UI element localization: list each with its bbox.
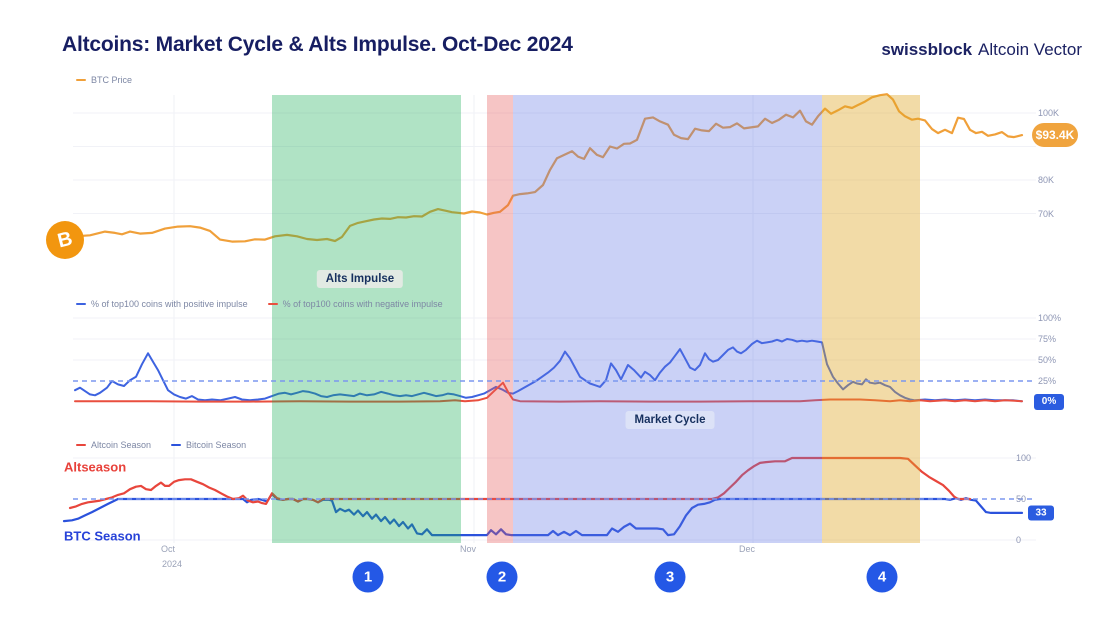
brand-logo: swissblock Altcoin Vector [881, 40, 1082, 60]
brand-logo-rest: Altcoin Vector [978, 40, 1082, 59]
y-tick-impulse-100%: 100% [1038, 313, 1062, 323]
altseason-label: Altseason [64, 459, 127, 475]
y-tick-impulse-25%: 25% [1038, 376, 1057, 386]
legend-dash-btc [76, 78, 86, 82]
y-tick-season-50: 50 [1016, 494, 1027, 504]
legend-label-negative-impulse: % of top100 coins with negative impulse [282, 299, 443, 309]
band-label-alts-impulse: Alts Impulse [316, 270, 404, 288]
y-tick-btc-80K: 80K [1038, 175, 1055, 185]
legend-label-altcoin-season: Altcoin Season [91, 440, 152, 450]
y-tick-btc-70K: 70K [1038, 208, 1055, 219]
bitcoin-icon: B [46, 221, 84, 259]
bitcoin-glyph: B [55, 227, 75, 252]
legend-dash-negative-impulse [267, 302, 278, 306]
x-tick-oct: Oct [160, 544, 176, 554]
phase-marker-2: 2 [486, 561, 518, 593]
end-badge-season: 33 [1028, 505, 1054, 521]
legend-dash-positive-impulse [76, 302, 86, 306]
y-tick-impulse-50%: 50% [1038, 355, 1057, 365]
brand-logo-bold: swissblock [881, 40, 973, 59]
end-badge-btc: $93.4K [1032, 123, 1078, 148]
x-tick-year: 2024 [161, 559, 183, 569]
legend-impulse: % of top100 coins with positive impulse … [76, 299, 457, 309]
x-tick-dec: Dec [738, 544, 756, 554]
btc-season-label: BTC Season [64, 528, 141, 544]
y-tick-btc-100K: 100K [1038, 108, 1060, 118]
legend-label-positive-impulse: % of top100 coins with positive impulse [91, 299, 248, 309]
phase-marker-4: 4 [866, 561, 898, 593]
phase-marker-3: 3 [654, 561, 686, 593]
phase-marker-1: 1 [352, 561, 384, 593]
legend-dash-bitcoin-season [171, 443, 182, 447]
end-badge-impulse: 0% [1034, 394, 1064, 410]
x-tick-nov: Nov [459, 544, 477, 554]
page-title: Altcoins: Market Cycle & Alts Impulse. O… [62, 33, 573, 56]
band-label-market-cycle: Market Cycle [625, 411, 715, 429]
legend-season: Altcoin Season Bitcoin Season [76, 440, 260, 450]
legend-btc-price: BTC Price [76, 75, 146, 85]
y-tick-impulse-75%: 75% [1038, 334, 1057, 344]
legend-label-bitcoin-season: Bitcoin Season [186, 440, 247, 450]
legend-dash-altcoin-season [76, 443, 86, 447]
y-tick-season-0: 0 [1016, 535, 1022, 545]
y-tick-season-100: 100 [1016, 453, 1032, 463]
legend-label-btc: BTC Price [91, 75, 133, 85]
